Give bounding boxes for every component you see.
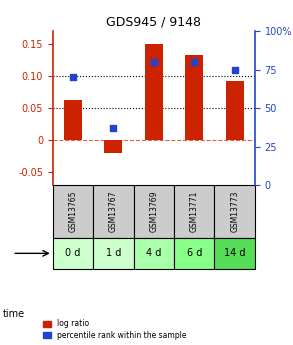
FancyBboxPatch shape — [134, 238, 174, 269]
Text: 6 d: 6 d — [187, 248, 202, 258]
FancyBboxPatch shape — [214, 238, 255, 269]
Text: 1 d: 1 d — [106, 248, 121, 258]
Title: GDS945 / 9148: GDS945 / 9148 — [106, 16, 201, 29]
Text: GSM13771: GSM13771 — [190, 191, 199, 232]
Legend: log ratio, percentile rank within the sample: log ratio, percentile rank within the sa… — [42, 318, 188, 341]
Point — [232, 67, 237, 72]
FancyBboxPatch shape — [134, 185, 174, 238]
Bar — [185, 56, 203, 140]
Text: time: time — [3, 309, 25, 319]
Bar — [104, 140, 122, 153]
Point — [111, 125, 116, 131]
FancyBboxPatch shape — [53, 238, 93, 269]
Point — [71, 75, 75, 80]
Text: 4 d: 4 d — [146, 248, 161, 258]
Point — [151, 59, 156, 65]
FancyBboxPatch shape — [214, 185, 255, 238]
FancyBboxPatch shape — [93, 238, 134, 269]
FancyBboxPatch shape — [174, 185, 214, 238]
Text: 0 d: 0 d — [65, 248, 81, 258]
Text: GSM13765: GSM13765 — [69, 190, 77, 232]
Point — [192, 59, 197, 65]
Bar — [226, 81, 244, 140]
Text: GSM13767: GSM13767 — [109, 190, 118, 232]
FancyBboxPatch shape — [174, 238, 214, 269]
Bar — [64, 100, 82, 140]
FancyBboxPatch shape — [93, 185, 134, 238]
Text: 14 d: 14 d — [224, 248, 246, 258]
Text: GSM13769: GSM13769 — [149, 190, 158, 232]
Bar — [145, 44, 163, 140]
FancyBboxPatch shape — [53, 185, 93, 238]
Text: GSM13773: GSM13773 — [230, 190, 239, 232]
